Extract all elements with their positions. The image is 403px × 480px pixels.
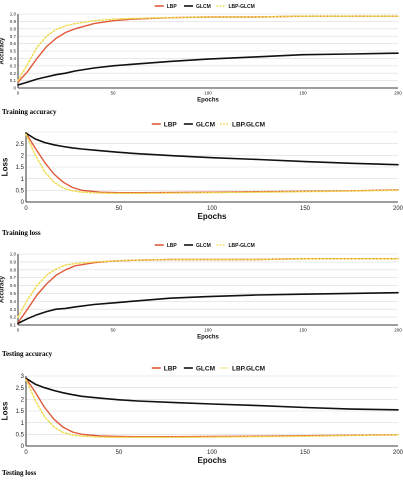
y-tick-label: 1: [21, 177, 25, 183]
panel-training-loss: 0 0.5 1 1.5 2 2.5 0 50 100 150 200 Epochs Loss LBP GLC…: [0, 118, 403, 223]
legend-label-glcm: GLCM: [196, 243, 211, 249]
y-tick-label: 0.9: [10, 19, 17, 24]
x-tick-label: 0: [24, 206, 28, 212]
y-tick-label: 0.2: [10, 71, 17, 76]
series-line-lbp-glcm: [25, 378, 399, 439]
y-tick-label: 0.2: [10, 315, 17, 320]
caption-testing-accuracy: Testing accuracy: [2, 350, 53, 358]
caption-testing-loss: Testing loss: [2, 469, 37, 477]
x-tick-label: 0: [17, 91, 20, 96]
y-tick-label: 0: [21, 200, 25, 206]
y-tick-label: 0.6: [10, 283, 17, 288]
y-tick-label: 3: [21, 374, 25, 380]
y-tick-label: 1.0: [10, 12, 17, 17]
y-tick-label: 1.5: [16, 165, 25, 171]
y-tick-label: 0.4: [10, 299, 17, 304]
series-line-lbp: [17, 15, 399, 83]
series-line-glcm: [25, 377, 399, 411]
y-tick-label: 0.3: [10, 307, 17, 312]
legend-label-lbp-glcm: LBP.GLCM: [232, 121, 265, 128]
x-tick-label: 100: [207, 450, 218, 456]
chart-training-accuracy: 0 0.1 0.2 0.3 0.4 0.5 0.6 0.7 0.8 0.9 1.0 0 50 100 150…: [0, 4, 402, 104]
x-axis-label: Epochs: [197, 98, 219, 104]
x-axis-label: Epochs: [198, 212, 227, 221]
series-line-lbp: [25, 377, 399, 438]
x-tick-label: 200: [394, 91, 402, 96]
series-line-lbp-glcm: [25, 133, 399, 195]
y-tick-label: 0.8: [10, 267, 17, 272]
x-tick-label: 200: [393, 206, 403, 212]
panel-testing-loss: 0 0.5 1 1.5 2 2.5 3 0 50 100 150 200 Epochs Loss LBP GL…: [0, 362, 403, 467]
x-tick-label: 0: [17, 328, 20, 333]
y-tick-label: 2: [21, 153, 25, 159]
x-tick-label: 200: [393, 450, 403, 456]
chart-testing-loss: 0 0.5 1 1.5 2 2.5 3 0 50 100 150 200 Epochs Loss LBP GL…: [0, 365, 403, 465]
legend-label-lbp-glcm: LBP.GLCM: [232, 365, 265, 372]
series-line-glcm: [17, 291, 399, 325]
x-tick-label: 50: [110, 91, 116, 96]
y-tick-label: 2.5: [16, 142, 25, 148]
y-tick-label: 0.1: [10, 78, 17, 83]
y-tick-label: 0.6: [10, 41, 17, 46]
y-tick-label: 1.0: [10, 252, 17, 257]
y-axis-label: Accuracy: [0, 275, 5, 303]
y-tick-label: 1.5: [16, 409, 25, 415]
legend-label-lbp: LBP: [167, 243, 178, 249]
panel-testing-accuracy: 0.1 0.2 0.3 0.4 0.5 0.6 0.7 0.8 0.9 1.0 0 50 100 150 2…: [0, 238, 403, 343]
legend-label-lbp: LBP: [164, 365, 178, 372]
legend-label-lbp: LBP: [167, 4, 178, 10]
x-axis-label: Epochs: [197, 335, 219, 341]
y-tick-label: 0: [21, 444, 25, 450]
legend-label-glcm: GLCM: [196, 121, 215, 128]
caption-training-accuracy: Training accuracy: [2, 108, 57, 116]
y-tick-label: 0.7: [10, 275, 17, 280]
x-tick-label: 100: [207, 206, 218, 212]
chart-training-loss: 0 0.5 1 1.5 2 2.5 0 50 100 150 200 Epochs Loss LBP GLC…: [0, 121, 403, 221]
series-line-glcm: [25, 132, 399, 166]
legend-label-glcm: GLCM: [196, 365, 215, 372]
legend-label-lbp-glcm: LBP-GLCM: [228, 4, 254, 10]
chart-testing-accuracy: 0.1 0.2 0.3 0.4 0.5 0.6 0.7 0.8 0.9 1.0 0 50 100 150 2…: [0, 243, 402, 341]
series-line-glcm: [17, 52, 399, 86]
series-line-lbp: [17, 258, 399, 324]
y-tick-label: 0.1: [10, 323, 17, 328]
x-tick-label: 150: [299, 328, 307, 333]
y-tick-label: 0.8: [10, 26, 17, 31]
x-tick-label: 50: [116, 450, 123, 456]
legend-label-lbp: LBP: [164, 121, 178, 128]
series-line-lbp-glcm: [17, 257, 399, 318]
legend-label-glcm: GLCM: [196, 4, 211, 10]
caption-training-loss: Training loss: [2, 229, 41, 237]
y-tick-label: 0.5: [10, 291, 17, 296]
x-tick-label: 50: [110, 328, 116, 333]
y-tick-label: 0.3: [10, 63, 17, 68]
legend-label-lbp-glcm: LBP-GLCM: [228, 243, 254, 249]
y-tick-label: 0.5: [16, 188, 25, 194]
y-tick-label: 0.5: [16, 432, 25, 438]
y-axis-label: Loss: [0, 401, 9, 420]
x-tick-label: 100: [204, 328, 212, 333]
x-tick-label: 0: [24, 450, 28, 456]
y-tick-label: 2: [21, 397, 25, 403]
y-tick-label: 1: [21, 421, 25, 427]
y-axis-label: Loss: [0, 157, 9, 176]
x-tick-label: 100: [204, 91, 212, 96]
y-tick-label: 2.5: [16, 386, 25, 392]
x-axis-label: Epochs: [198, 456, 227, 465]
series-line-lbp-glcm: [17, 15, 399, 82]
y-tick-label: 0.9: [10, 259, 17, 264]
x-tick-label: 50: [116, 206, 123, 212]
y-tick-label: 0.4: [10, 56, 17, 61]
panel-training-accuracy: 0 0.1 0.2 0.3 0.4 0.5 0.6 0.7 0.8 0.9 1.0 0 50 100 150…: [0, 0, 403, 105]
y-tick-label: 0: [13, 86, 16, 91]
x-tick-label: 150: [299, 91, 307, 96]
x-tick-label: 150: [300, 206, 311, 212]
x-tick-label: 200: [394, 328, 402, 333]
x-tick-label: 150: [300, 450, 311, 456]
y-axis-label: Accuracy: [0, 37, 5, 65]
y-tick-label: 0.5: [10, 49, 17, 54]
y-tick-label: 0.7: [10, 34, 17, 39]
